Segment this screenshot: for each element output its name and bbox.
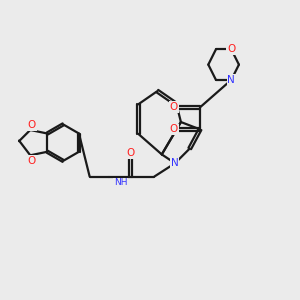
- Text: O: O: [28, 120, 36, 130]
- Text: NH: NH: [114, 178, 128, 188]
- Text: N: N: [227, 75, 235, 85]
- Text: N: N: [171, 158, 178, 168]
- Text: O: O: [227, 44, 236, 54]
- Text: O: O: [28, 156, 36, 166]
- Text: O: O: [169, 102, 178, 112]
- Text: O: O: [169, 124, 178, 134]
- Text: O: O: [127, 148, 135, 158]
